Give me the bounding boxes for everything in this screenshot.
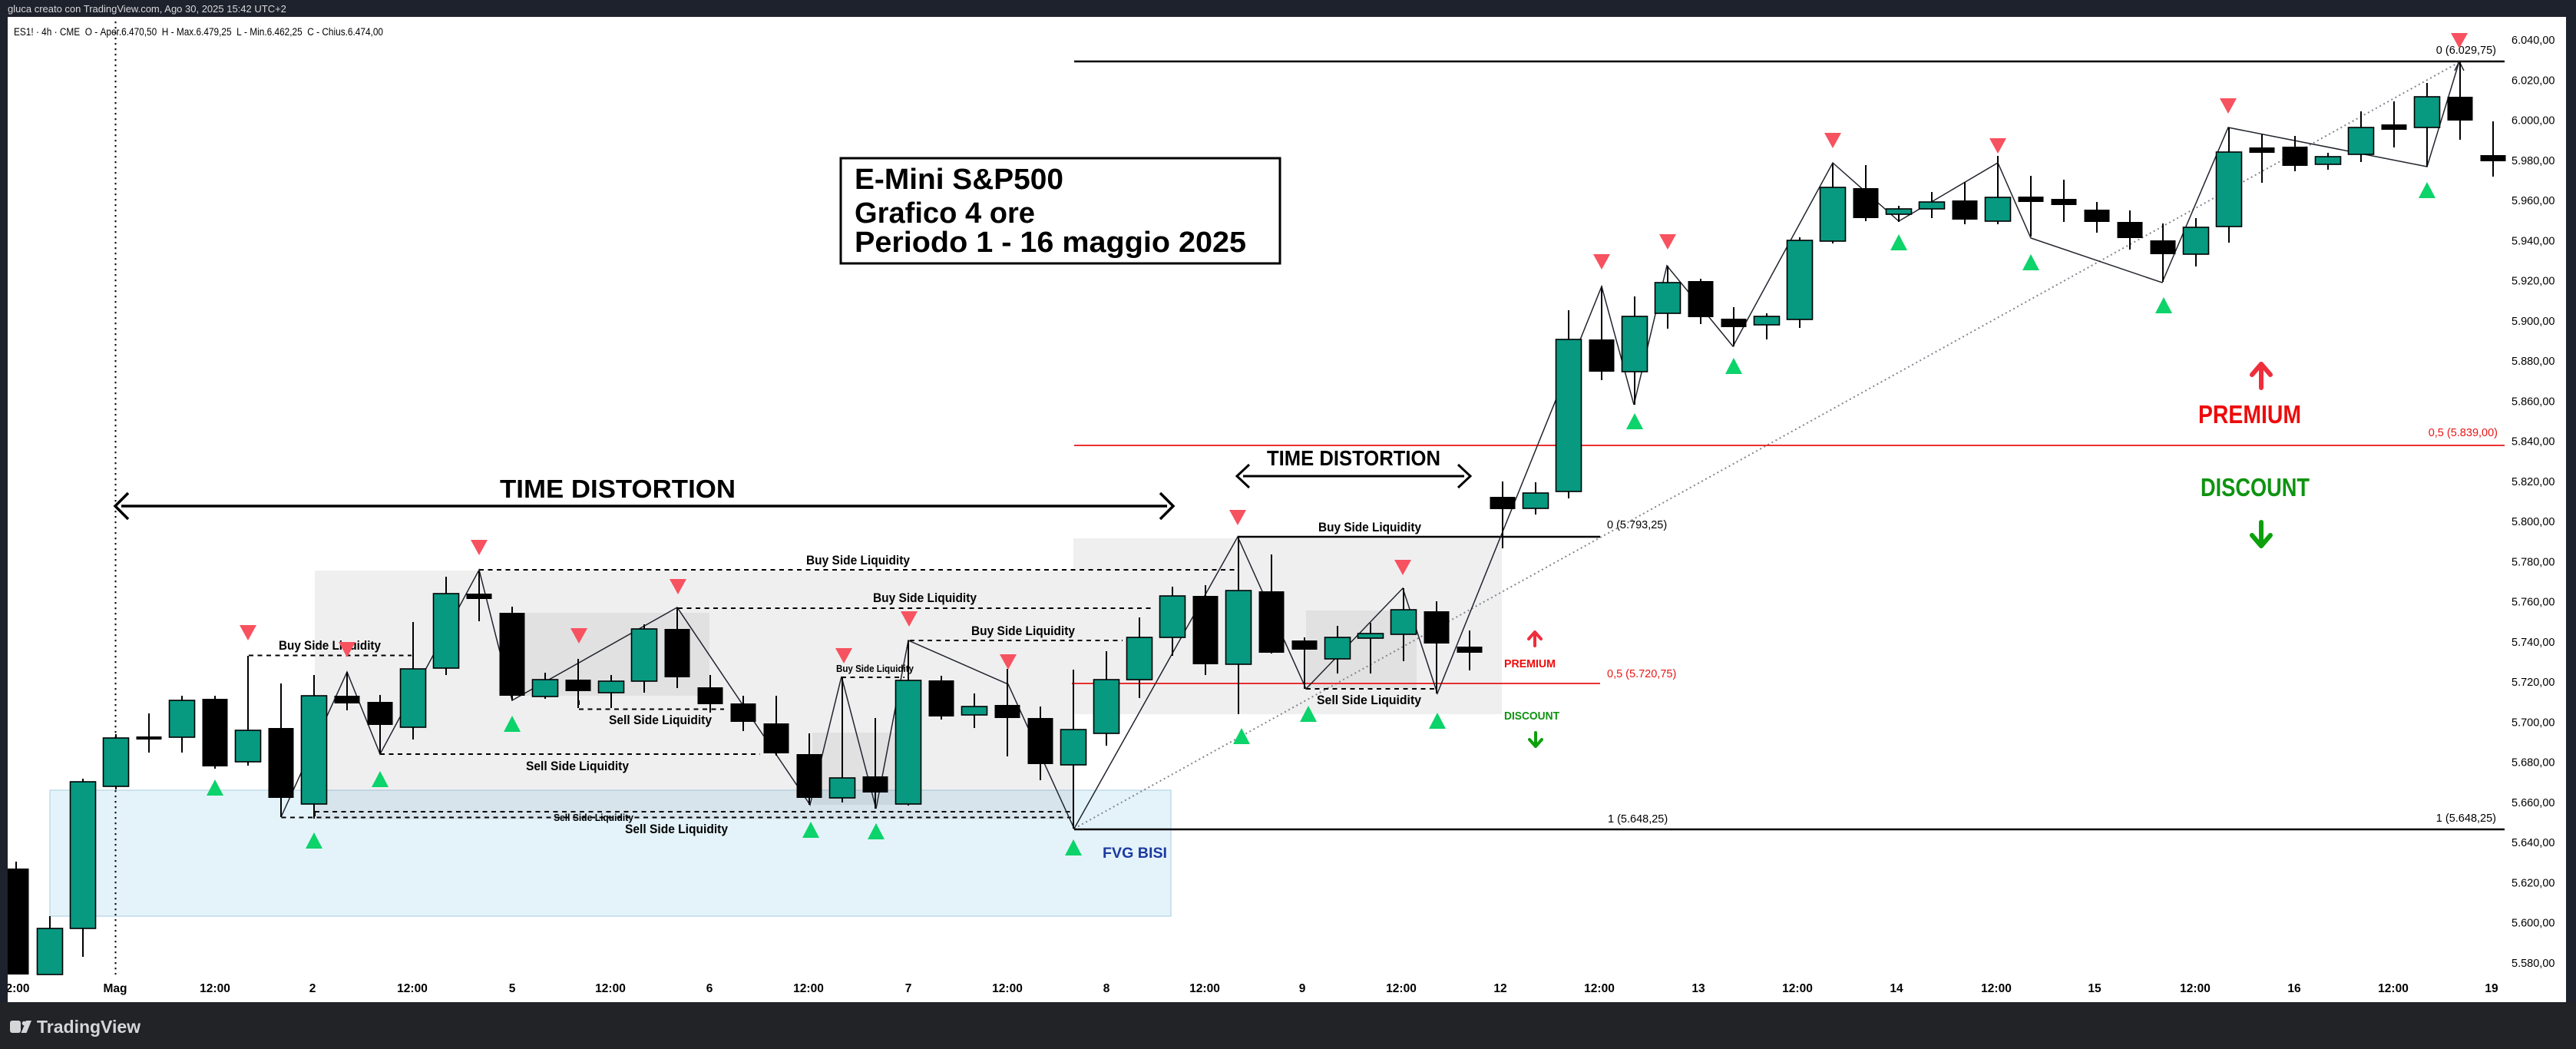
- svg-text:13: 13: [1691, 982, 1705, 995]
- svg-text:5.820,00: 5.820,00: [2512, 476, 2555, 488]
- svg-text:2:00: 2:00: [5, 982, 29, 995]
- svg-text:TIME DISTORTION: TIME DISTORTION: [500, 475, 736, 503]
- svg-text:5.960,00: 5.960,00: [2512, 195, 2555, 207]
- svg-text:gluca creato con TradingView.c: gluca creato con TradingView.com, Ago 30…: [8, 3, 286, 15]
- svg-text:1 (5.648,25): 1 (5.648,25): [1608, 813, 1668, 826]
- svg-text:5.580,00: 5.580,00: [2512, 958, 2555, 970]
- svg-text:Periodo 1 - 16 maggio 2025: Periodo 1 - 16 maggio 2025: [855, 227, 1246, 259]
- svg-text:Grafico 4 ore: Grafico 4 ore: [855, 197, 1035, 230]
- svg-text:12:00: 12:00: [200, 982, 230, 995]
- svg-text:Buy Side Liquidity: Buy Side Liquidity: [1318, 520, 1421, 534]
- svg-text:6: 6: [706, 982, 713, 995]
- svg-text:12:00: 12:00: [1386, 982, 1417, 995]
- svg-text:5.920,00: 5.920,00: [2512, 276, 2555, 288]
- svg-text:0 (6.029,75): 0 (6.029,75): [2436, 45, 2496, 57]
- svg-text:12:00: 12:00: [2180, 982, 2211, 995]
- svg-text:Buy Side Liquidity: Buy Side Liquidity: [971, 624, 1075, 638]
- svg-text:12:00: 12:00: [992, 982, 1023, 995]
- svg-text:Sell Side Liquidity: Sell Side Liquidity: [526, 759, 629, 773]
- svg-text:Sell Side Liquidity: Sell Side Liquidity: [1317, 693, 1421, 707]
- svg-text:0 (5.793,25): 0 (5.793,25): [1607, 519, 1667, 531]
- svg-text:PREMIUM: PREMIUM: [2198, 400, 2301, 429]
- svg-text:Buy Side Liquidity: Buy Side Liquidity: [279, 638, 381, 653]
- svg-text:5.680,00: 5.680,00: [2512, 757, 2555, 769]
- svg-text:FVG BISI: FVG BISI: [1103, 845, 1167, 862]
- svg-text:12:00: 12:00: [1189, 982, 1220, 995]
- svg-text:14: 14: [1890, 982, 1903, 995]
- svg-text:TradingView: TradingView: [37, 1017, 141, 1037]
- svg-text:Buy Side Liquidity: Buy Side Liquidity: [806, 553, 910, 568]
- svg-text:0,5 (5.720,75): 0,5 (5.720,75): [1607, 668, 1676, 680]
- svg-text:5.900,00: 5.900,00: [2512, 316, 2555, 328]
- svg-text:TIME DISTORTION: TIME DISTORTION: [1267, 446, 1440, 470]
- svg-text:2: 2: [309, 982, 316, 995]
- svg-text:12:00: 12:00: [397, 982, 428, 995]
- svg-text:12:00: 12:00: [1782, 982, 1813, 995]
- svg-text:12:00: 12:00: [1981, 982, 2012, 995]
- svg-text:E-Mini S&P500: E-Mini S&P500: [855, 164, 1063, 196]
- svg-text:5.780,00: 5.780,00: [2512, 556, 2555, 568]
- svg-text:12:00: 12:00: [2378, 982, 2409, 995]
- svg-text:5.700,00: 5.700,00: [2512, 716, 2555, 729]
- svg-text:5.600,00: 5.600,00: [2512, 918, 2555, 930]
- svg-text:12:00: 12:00: [793, 982, 824, 995]
- svg-text:19: 19: [2485, 982, 2498, 995]
- svg-text:15: 15: [2088, 982, 2101, 995]
- svg-text:5.760,00: 5.760,00: [2512, 597, 2555, 609]
- svg-text:5.660,00: 5.660,00: [2512, 797, 2555, 809]
- svg-text:16: 16: [2287, 982, 2301, 995]
- svg-text:0,5 (5.839,00): 0,5 (5.839,00): [2429, 427, 2498, 439]
- svg-text:7: 7: [905, 982, 912, 995]
- svg-text:5.640,00: 5.640,00: [2512, 837, 2555, 849]
- svg-text:Mag: Mag: [104, 982, 127, 995]
- svg-text:12: 12: [1493, 982, 1506, 995]
- svg-text:1 (5.648,25): 1 (5.648,25): [2436, 812, 2496, 825]
- svg-text:9: 9: [1299, 982, 1306, 995]
- svg-text:5.840,00: 5.840,00: [2512, 436, 2555, 448]
- svg-text:6.040,00: 6.040,00: [2512, 35, 2555, 47]
- svg-text:5.740,00: 5.740,00: [2512, 637, 2555, 649]
- svg-text:Sell Side Liquidity: Sell Side Liquidity: [625, 822, 728, 836]
- svg-text:5.720,00: 5.720,00: [2512, 677, 2555, 689]
- svg-text:5.940,00: 5.940,00: [2512, 235, 2555, 247]
- svg-text:Sell Side Liquidity: Sell Side Liquidity: [554, 812, 634, 823]
- svg-text:12:00: 12:00: [1584, 982, 1615, 995]
- svg-text:5.620,00: 5.620,00: [2512, 877, 2555, 889]
- svg-text:ES1! · 4h · CME O - Aper.6.47: ES1! · 4h · CME O - Aper.6.470,50 H - Ma…: [14, 26, 383, 38]
- svg-text:PREMIUM: PREMIUM: [1504, 657, 1556, 670]
- svg-text:5.880,00: 5.880,00: [2512, 356, 2555, 368]
- svg-text:6.000,00: 6.000,00: [2512, 115, 2555, 127]
- svg-text:5.800,00: 5.800,00: [2512, 516, 2555, 528]
- svg-text:Buy Side Liquidity: Buy Side Liquidity: [873, 591, 977, 605]
- svg-text:Sell Side Liquidity: Sell Side Liquidity: [609, 713, 712, 727]
- svg-text:8: 8: [1103, 982, 1110, 995]
- svg-text:6.020,00: 6.020,00: [2512, 74, 2555, 87]
- svg-text:DISCOUNT: DISCOUNT: [1504, 710, 1559, 723]
- svg-text:5.860,00: 5.860,00: [2512, 395, 2555, 408]
- svg-text:Buy Side Liquidity: Buy Side Liquidity: [836, 663, 914, 674]
- svg-text:5.980,00: 5.980,00: [2512, 155, 2555, 167]
- svg-text:DISCOUNT: DISCOUNT: [2201, 473, 2310, 501]
- svg-text:12:00: 12:00: [595, 982, 626, 995]
- svg-text:5: 5: [509, 982, 516, 995]
